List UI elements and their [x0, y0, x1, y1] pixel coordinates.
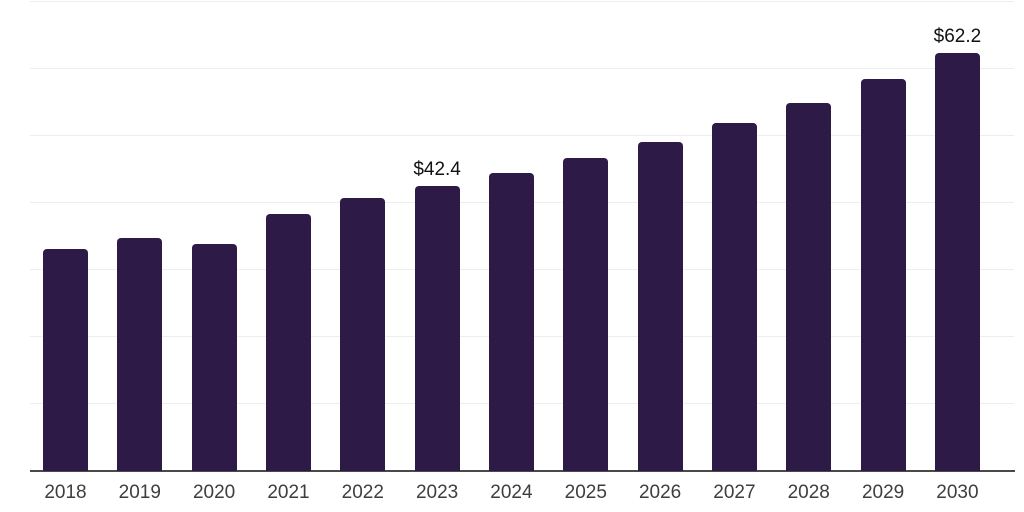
bar-2020[interactable]	[191, 244, 237, 471]
x-tick-2022: 2022	[341, 482, 384, 503]
bar-2028[interactable]	[786, 103, 832, 471]
x-tick-2028: 2028	[787, 482, 830, 503]
x-tick-2025: 2025	[564, 482, 607, 503]
x-tick-2019: 2019	[118, 482, 161, 503]
x-tick-2030: 2030	[936, 482, 979, 503]
x-tick-2018: 2018	[44, 482, 87, 503]
bar-2024[interactable]	[488, 173, 534, 471]
bar-value-label-2023: $42.4	[413, 159, 461, 180]
gridline-60	[30, 68, 1014, 69]
x-tick-2027: 2027	[713, 482, 756, 503]
bar-2029[interactable]	[860, 79, 906, 471]
x-axis-line	[30, 470, 1015, 472]
gridline-70	[30, 1, 1014, 2]
bar-2022[interactable]	[340, 198, 386, 471]
bar-2026[interactable]	[637, 142, 683, 471]
bar-value-label-2030: $62.2	[933, 26, 982, 47]
bar-2021[interactable]	[265, 214, 311, 471]
bar-2018[interactable]	[42, 249, 88, 471]
bar-2019[interactable]	[117, 238, 163, 471]
bar-2027[interactable]	[711, 123, 757, 471]
gridline-50	[30, 135, 1014, 136]
bar-2023[interactable]	[414, 186, 460, 471]
x-tick-2023: 2023	[415, 482, 459, 503]
x-tick-2024: 2024	[490, 482, 533, 503]
x-tick-2020: 2020	[192, 482, 236, 503]
bar-2025[interactable]	[563, 158, 609, 471]
x-tick-2029: 2029	[861, 482, 905, 503]
x-tick-2021: 2021	[267, 482, 310, 503]
x-tick-2026: 2026	[638, 482, 682, 503]
bar-2030[interactable]	[934, 53, 980, 471]
